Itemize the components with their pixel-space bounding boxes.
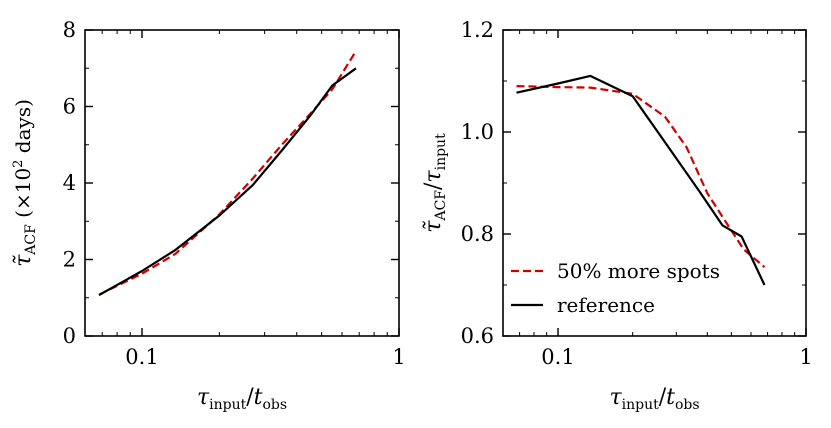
left-ytick-label: 2: [63, 248, 76, 272]
right-xtick-label: 1: [799, 345, 812, 369]
right-plot-frame: [502, 29, 807, 337]
right-x-axis-label: τinput/tobs: [609, 385, 699, 413]
left-xtick-label: 1: [392, 345, 405, 369]
left-plot-frame: [84, 29, 400, 337]
right-ytick-label: 1.2: [461, 18, 494, 42]
right-series-line-reference: [516, 74, 766, 286]
left-ytick-label: 4: [63, 171, 76, 195]
left-panel: 0.1 1 0 2 4 6 8 τinput/tobs τ̃ACF (×102 days): [11, 18, 406, 413]
right-xtick-label: 0.1: [541, 345, 574, 369]
left-ytick-label: 6: [63, 95, 76, 119]
left-ytick-label: 0: [63, 324, 76, 348]
left-y-axis-label: τ̃ACF (×102 days): [11, 99, 39, 267]
right-panel: 0.1 1 0.6 0.8 1.0 1.2 τinput/tobs τ̃ACF/τinput 5…: [421, 18, 813, 413]
left-x-axis-label: τinput/tobs: [197, 385, 287, 413]
legend-label-reference: reference: [557, 293, 655, 317]
right-ytick-label: 0.6: [461, 324, 494, 348]
left-xtick-label: 0.1: [125, 345, 158, 369]
right-series-line-more-spots: [516, 85, 766, 268]
legend-label-more-spots: 50% more spots: [557, 259, 720, 283]
right-ytick-label: 0.8: [461, 222, 494, 246]
right-y-axis-label: τ̃ACF/τinput: [421, 133, 449, 233]
legend: 50% more spots reference: [511, 259, 720, 317]
right-ytick-label: 1.0: [461, 120, 494, 144]
left-series-line-reference: [98, 67, 357, 297]
left-ytick-label: 8: [63, 18, 76, 42]
left-series-line-more-spots: [98, 50, 357, 296]
